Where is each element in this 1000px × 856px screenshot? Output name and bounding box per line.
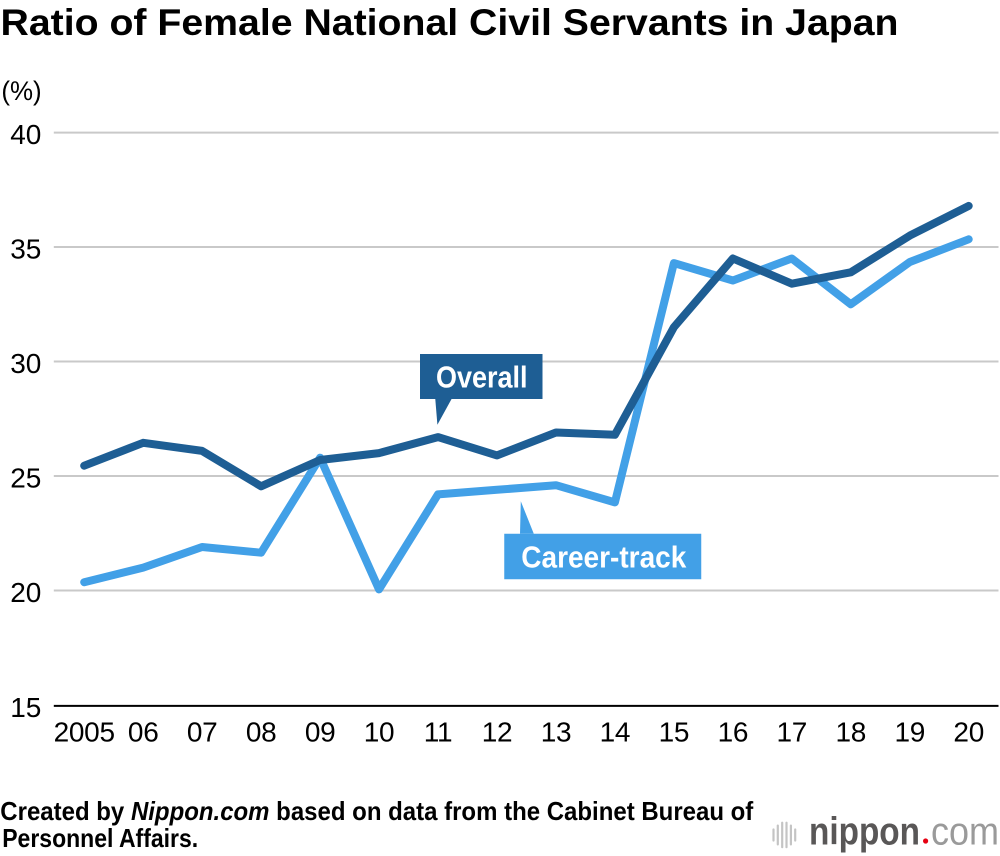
svg-text:15: 15 xyxy=(659,716,690,747)
svg-text:09: 09 xyxy=(305,716,336,747)
svg-text:Created by Nippon.com based on: Created by Nippon.com based on data from… xyxy=(0,796,753,826)
svg-text:40: 40 xyxy=(10,119,41,150)
svg-text:nippon: nippon xyxy=(809,811,920,854)
svg-text:15: 15 xyxy=(10,692,41,723)
svg-text:Personnel Affairs.: Personnel Affairs. xyxy=(2,823,198,853)
svg-text:19: 19 xyxy=(895,716,926,747)
svg-text:11: 11 xyxy=(424,716,452,747)
svg-text:10: 10 xyxy=(364,716,395,747)
svg-text:35: 35 xyxy=(10,234,41,265)
svg-text:13: 13 xyxy=(541,716,572,747)
svg-text:20: 20 xyxy=(953,716,984,747)
svg-text:16: 16 xyxy=(718,716,749,747)
svg-text:com: com xyxy=(931,811,999,854)
svg-text:14: 14 xyxy=(600,716,631,747)
svg-text:06: 06 xyxy=(128,716,159,747)
svg-text:Career-track: Career-track xyxy=(521,541,686,575)
svg-text:30: 30 xyxy=(10,348,41,379)
svg-text:20: 20 xyxy=(10,577,41,608)
svg-text:08: 08 xyxy=(246,716,277,747)
svg-text:2005: 2005 xyxy=(54,716,115,747)
svg-text:17: 17 xyxy=(777,716,808,747)
svg-text:07: 07 xyxy=(187,716,218,747)
svg-text:Overall: Overall xyxy=(436,360,528,394)
svg-text:18: 18 xyxy=(836,716,867,747)
svg-text:12: 12 xyxy=(482,716,513,747)
svg-text:Ratio of Female National Civil: Ratio of Female National Civil Servants … xyxy=(1,2,899,43)
svg-text:25: 25 xyxy=(10,463,41,494)
svg-text:(%): (%) xyxy=(1,76,41,106)
